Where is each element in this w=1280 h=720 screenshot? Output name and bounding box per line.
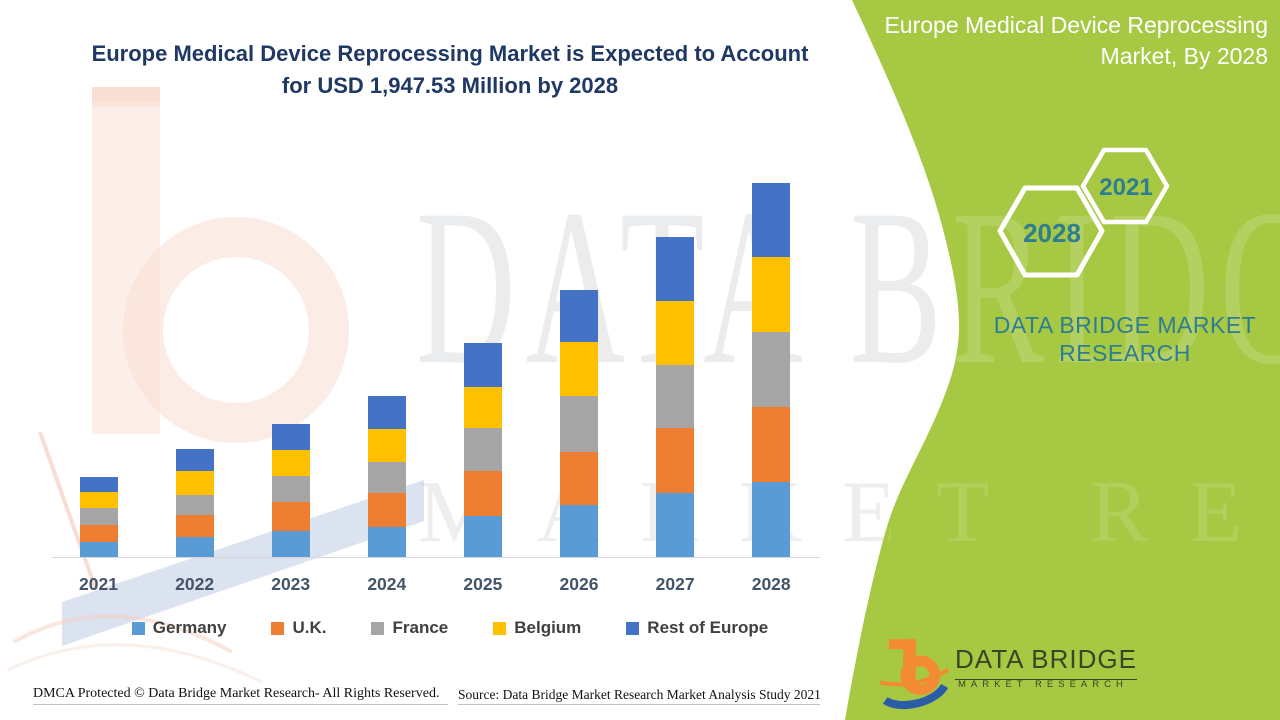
- bar-segment-u-k-2028: [752, 407, 791, 483]
- x-axis-label-2023: 2023: [271, 574, 311, 594]
- panel-title-line1: Europe Medical Device Reprocessing: [884, 12, 1268, 38]
- bar-segment-belgium-2025: [463, 387, 502, 429]
- legend-label-france: France: [392, 618, 449, 637]
- bar-segment-u-k-2024: [367, 492, 406, 527]
- bar-segment-rest-of-europe-2026: [560, 289, 598, 342]
- x-axis-label-2025: 2025: [463, 574, 503, 594]
- data-bridge-logo: DATA BRIDGE MARKET RESEARCH: [878, 630, 1208, 715]
- x-axis-label-2028: 2028: [751, 574, 791, 594]
- legend-item-france: France: [371, 618, 448, 638]
- bar-segment-belgium-2023: [271, 450, 310, 477]
- bar-segment-germany-2028: [752, 482, 791, 557]
- bar-segment-u-k-2027: [656, 428, 695, 493]
- brand-wordmark: DATA BRIDGE MARKET RESEARCH: [985, 311, 1265, 367]
- bar-segment-u-k-2026: [560, 452, 598, 505]
- legend-swatch-u-k: [271, 621, 285, 635]
- watermark-b-stem: [92, 102, 160, 434]
- watermark-arc-2: [7, 643, 263, 684]
- bar-segment-rest-of-europe-2027: [656, 237, 695, 302]
- legend-label-u-k: U.K.: [292, 618, 327, 637]
- bar-segment-belgium-2022: [175, 471, 214, 495]
- bar-segment-rest-of-europe-2028: [752, 183, 791, 258]
- bar-segment-rest-of-europe-2021: [79, 477, 118, 493]
- bar-segment-france-2028: [752, 332, 791, 408]
- bar-segment-france-2027: [656, 365, 695, 429]
- bar-segment-u-k-2021: [79, 524, 118, 542]
- legend-swatch-belgium: [493, 621, 507, 635]
- bar-segment-germany-2025: [463, 516, 502, 557]
- logo-tagline-text: MARKET RESEARCH: [958, 679, 1128, 690]
- panel-title-line2: Market, By 2028: [1100, 43, 1268, 69]
- source-note: Source: Data Bridge Market Research Mark…: [458, 687, 821, 702]
- bar-segment-rest-of-europe-2022: [175, 448, 214, 471]
- bar-segment-germany-2022: [175, 537, 214, 557]
- bar-segment-belgium-2026: [560, 341, 598, 396]
- bar-segment-u-k-2025: [463, 471, 502, 517]
- x-axis-label-2024: 2024: [367, 574, 407, 594]
- bar-segment-france-2025: [463, 428, 502, 472]
- legend-swatch-france: [371, 621, 385, 635]
- chart-title: Europe Medical Device Reprocessing Marke…: [50, 38, 850, 102]
- bar-segment-u-k-2023: [271, 502, 310, 532]
- bar-segment-rest-of-europe-2023: [271, 423, 310, 451]
- chart-legend: Germany U.K. France Belgium Rest of Europe: [40, 618, 860, 638]
- x-axis-line: [52, 557, 820, 558]
- watermark-sub-text-white: MARKET RESEARCH: [418, 464, 1280, 561]
- bar-segment-france-2021: [79, 508, 118, 525]
- legend-item-belgium: Belgium: [493, 618, 581, 638]
- brand-wordmark-line2: RESEARCH: [1059, 340, 1191, 366]
- footer-rule-right: [458, 704, 820, 705]
- legend-item-u-k: U.K.: [271, 618, 326, 638]
- bar-segment-france-2022: [175, 494, 214, 515]
- legend-label-germany: Germany: [152, 618, 227, 637]
- x-axis-label-2026: 2026: [559, 574, 599, 594]
- data-bridge-b-swoosh-icon: [879, 639, 950, 710]
- legend-item-rest-of-europe: Rest of Europe: [626, 618, 768, 638]
- hexagon-year-2021: 2021: [1099, 174, 1153, 201]
- chart-title-line2: for USD 1,947.53 Million by 2028: [281, 73, 619, 98]
- legend-swatch-rest-of-europe: [626, 621, 640, 635]
- watermark-b-bowl: [123, 217, 349, 443]
- bar-segment-germany-2026: [560, 505, 598, 557]
- bar-segment-france-2026: [560, 395, 598, 452]
- hexagon-year-2028: 2028: [1023, 218, 1081, 248]
- brand-wordmark-line1: DATA BRIDGE MARKET: [993, 312, 1257, 338]
- footer-rule-left: [33, 704, 448, 705]
- bar-segment-germany-2027: [656, 493, 695, 557]
- watermark-sub-text: MARKET RESEARCH: [418, 464, 1280, 561]
- chart-title-line1: Europe Medical Device Reprocessing Marke…: [91, 41, 809, 66]
- bar-segment-germany-2023: [271, 531, 310, 557]
- bar-segment-france-2023: [271, 476, 310, 503]
- bar-segment-belgium-2028: [752, 257, 791, 333]
- bar-segment-belgium-2021: [79, 492, 118, 508]
- bar-segment-u-k-2022: [175, 514, 214, 538]
- legend-label-rest-of-europe: Rest of Europe: [647, 618, 769, 637]
- x-axis-label-2022: 2022: [175, 574, 215, 594]
- bar-segment-rest-of-europe-2025: [463, 343, 502, 388]
- panel-title: Europe Medical Device Reprocessing Marke…: [848, 10, 1268, 72]
- bar-segment-belgium-2024: [367, 429, 406, 462]
- bar-segment-france-2024: [367, 461, 406, 493]
- bar-segment-germany-2021: [79, 542, 118, 557]
- x-axis-label-2027: 2027: [655, 574, 695, 594]
- logo-name-text: DATA BRIDGE: [955, 644, 1137, 680]
- legend-swatch-germany: [131, 621, 145, 635]
- x-axis-label-2021: 2021: [79, 574, 118, 594]
- bar-segment-belgium-2027: [656, 301, 695, 366]
- bar-segment-germany-2024: [367, 526, 406, 557]
- legend-label-belgium: Belgium: [514, 618, 582, 637]
- dmca-notice: DMCA Protected © Data Bridge Market Rese…: [33, 686, 440, 701]
- bar-segment-rest-of-europe-2024: [367, 396, 406, 430]
- legend-item-germany: Germany: [131, 618, 227, 638]
